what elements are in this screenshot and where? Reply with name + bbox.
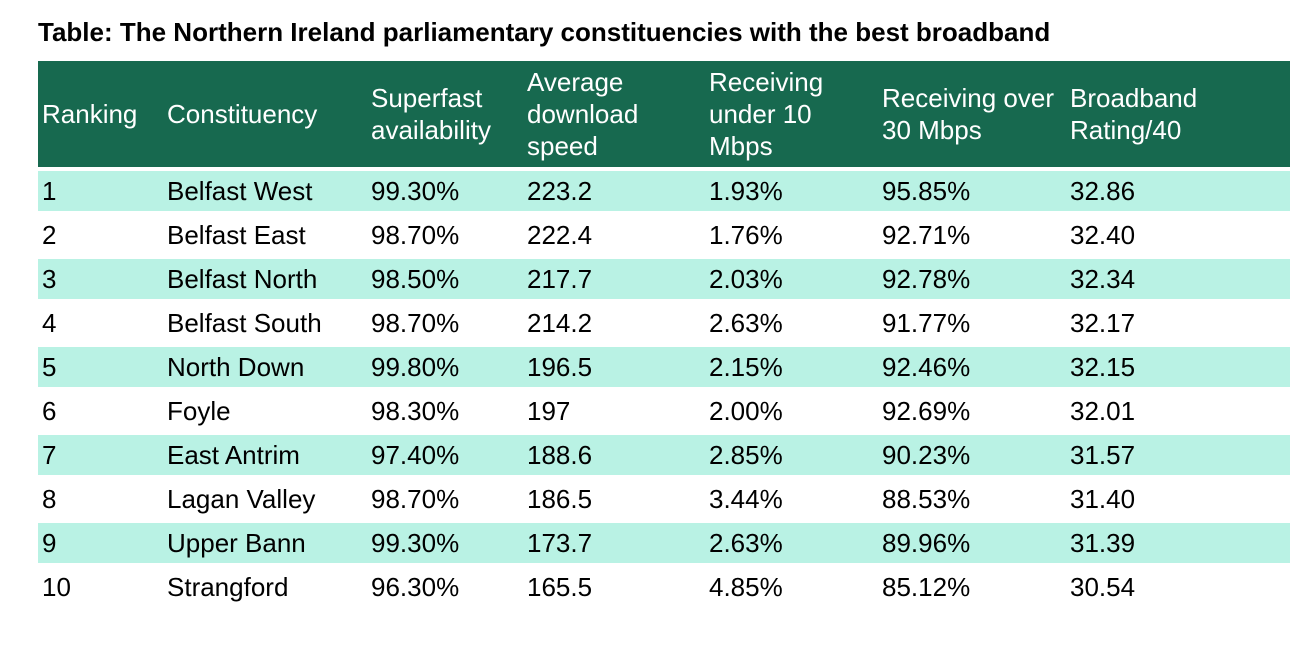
column-header-ranking: Ranking <box>38 61 163 171</box>
cell-receiving-under-10: 1.93% <box>705 171 878 215</box>
cell-superfast-availability: 98.30% <box>367 391 523 435</box>
cell-receiving-under-10: 2.03% <box>705 259 878 303</box>
cell-receiving-over-30: 92.69% <box>878 391 1066 435</box>
cell-receiving-over-30: 90.23% <box>878 435 1066 479</box>
cell-receiving-over-30: 92.46% <box>878 347 1066 391</box>
cell-average-download-speed: 188.6 <box>523 435 705 479</box>
table-row: 6 Foyle 98.30% 197 2.00% 92.69% 32.01 <box>38 391 1290 435</box>
cell-broadband-rating: 32.17 <box>1066 303 1290 347</box>
cell-constituency: Belfast East <box>163 215 367 259</box>
cell-receiving-over-30: 92.71% <box>878 215 1066 259</box>
cell-ranking: 3 <box>38 259 163 303</box>
cell-constituency: Strangford <box>163 567 367 611</box>
column-header-constituency: Constituency <box>163 61 367 171</box>
cell-ranking: 7 <box>38 435 163 479</box>
table-header: Ranking Constituency Superfast availabil… <box>38 61 1290 171</box>
cell-ranking: 6 <box>38 391 163 435</box>
cell-ranking: 4 <box>38 303 163 347</box>
cell-ranking: 1 <box>38 171 163 215</box>
table-row: 1 Belfast West 99.30% 223.2 1.93% 95.85%… <box>38 171 1290 215</box>
cell-superfast-availability: 98.70% <box>367 479 523 523</box>
cell-ranking: 5 <box>38 347 163 391</box>
column-header-receiving-over-30-mbps: Receiving over 30 Mbps <box>878 61 1066 171</box>
table-row: 2 Belfast East 98.70% 222.4 1.76% 92.71%… <box>38 215 1290 259</box>
cell-constituency: Foyle <box>163 391 367 435</box>
table-row: 7 East Antrim 97.40% 188.6 2.85% 90.23% … <box>38 435 1290 479</box>
cell-average-download-speed: 214.2 <box>523 303 705 347</box>
cell-receiving-over-30: 88.53% <box>878 479 1066 523</box>
cell-receiving-over-30: 92.78% <box>878 259 1066 303</box>
cell-broadband-rating: 32.86 <box>1066 171 1290 215</box>
cell-average-download-speed: 196.5 <box>523 347 705 391</box>
cell-ranking: 2 <box>38 215 163 259</box>
cell-constituency: Belfast West <box>163 171 367 215</box>
cell-superfast-availability: 99.30% <box>367 171 523 215</box>
table-row: 5 North Down 99.80% 196.5 2.15% 92.46% 3… <box>38 347 1290 391</box>
cell-receiving-under-10: 4.85% <box>705 567 878 611</box>
table-body: 1 Belfast West 99.30% 223.2 1.93% 95.85%… <box>38 171 1290 611</box>
cell-average-download-speed: 173.7 <box>523 523 705 567</box>
cell-average-download-speed: 186.5 <box>523 479 705 523</box>
cell-average-download-speed: 197 <box>523 391 705 435</box>
cell-ranking: 9 <box>38 523 163 567</box>
cell-receiving-over-30: 91.77% <box>878 303 1066 347</box>
column-header-superfast-availability: Superfast availability <box>367 61 523 171</box>
cell-constituency: Lagan Valley <box>163 479 367 523</box>
cell-broadband-rating: 32.40 <box>1066 215 1290 259</box>
cell-average-download-speed: 223.2 <box>523 171 705 215</box>
cell-receiving-over-30: 85.12% <box>878 567 1066 611</box>
cell-superfast-availability: 96.30% <box>367 567 523 611</box>
column-header-receiving-under-10-mbps: Receiving under 10 Mbps <box>705 61 878 171</box>
table-row: 3 Belfast North 98.50% 217.7 2.03% 92.78… <box>38 259 1290 303</box>
cell-broadband-rating: 32.15 <box>1066 347 1290 391</box>
table-row: 8 Lagan Valley 98.70% 186.5 3.44% 88.53%… <box>38 479 1290 523</box>
cell-broadband-rating: 30.54 <box>1066 567 1290 611</box>
cell-superfast-availability: 98.70% <box>367 303 523 347</box>
cell-average-download-speed: 217.7 <box>523 259 705 303</box>
header-row: Ranking Constituency Superfast availabil… <box>38 61 1290 171</box>
cell-superfast-availability: 98.70% <box>367 215 523 259</box>
cell-ranking: 8 <box>38 479 163 523</box>
cell-ranking: 10 <box>38 567 163 611</box>
cell-average-download-speed: 165.5 <box>523 567 705 611</box>
cell-superfast-availability: 97.40% <box>367 435 523 479</box>
table-row: 9 Upper Bann 99.30% 173.7 2.63% 89.96% 3… <box>38 523 1290 567</box>
cell-receiving-under-10: 2.63% <box>705 303 878 347</box>
cell-broadband-rating: 32.01 <box>1066 391 1290 435</box>
cell-broadband-rating: 32.34 <box>1066 259 1290 303</box>
cell-superfast-availability: 99.80% <box>367 347 523 391</box>
cell-constituency: North Down <box>163 347 367 391</box>
cell-average-download-speed: 222.4 <box>523 215 705 259</box>
cell-constituency: East Antrim <box>163 435 367 479</box>
cell-receiving-under-10: 2.15% <box>705 347 878 391</box>
cell-broadband-rating: 31.57 <box>1066 435 1290 479</box>
column-header-broadband-rating: Broadband Rating/40 <box>1066 61 1290 171</box>
cell-receiving-under-10: 2.63% <box>705 523 878 567</box>
cell-receiving-under-10: 2.85% <box>705 435 878 479</box>
table-row: 4 Belfast South 98.70% 214.2 2.63% 91.77… <box>38 303 1290 347</box>
cell-constituency: Belfast South <box>163 303 367 347</box>
cell-superfast-availability: 98.50% <box>367 259 523 303</box>
cell-receiving-over-30: 95.85% <box>878 171 1066 215</box>
cell-receiving-under-10: 2.00% <box>705 391 878 435</box>
cell-broadband-rating: 31.40 <box>1066 479 1290 523</box>
cell-superfast-availability: 99.30% <box>367 523 523 567</box>
table-row: 10 Strangford 96.30% 165.5 4.85% 85.12% … <box>38 567 1290 611</box>
cell-receiving-under-10: 1.76% <box>705 215 878 259</box>
cell-broadband-rating: 31.39 <box>1066 523 1290 567</box>
column-header-average-download-speed: Average download speed <box>523 61 705 171</box>
cell-constituency: Upper Bann <box>163 523 367 567</box>
broadband-table: Ranking Constituency Superfast availabil… <box>38 61 1290 611</box>
cell-constituency: Belfast North <box>163 259 367 303</box>
cell-receiving-over-30: 89.96% <box>878 523 1066 567</box>
table-title: Table: The Northern Ireland parliamentar… <box>38 17 1051 47</box>
page: Table: The Northern Ireland parliamentar… <box>38 17 1290 611</box>
cell-receiving-under-10: 3.44% <box>705 479 878 523</box>
